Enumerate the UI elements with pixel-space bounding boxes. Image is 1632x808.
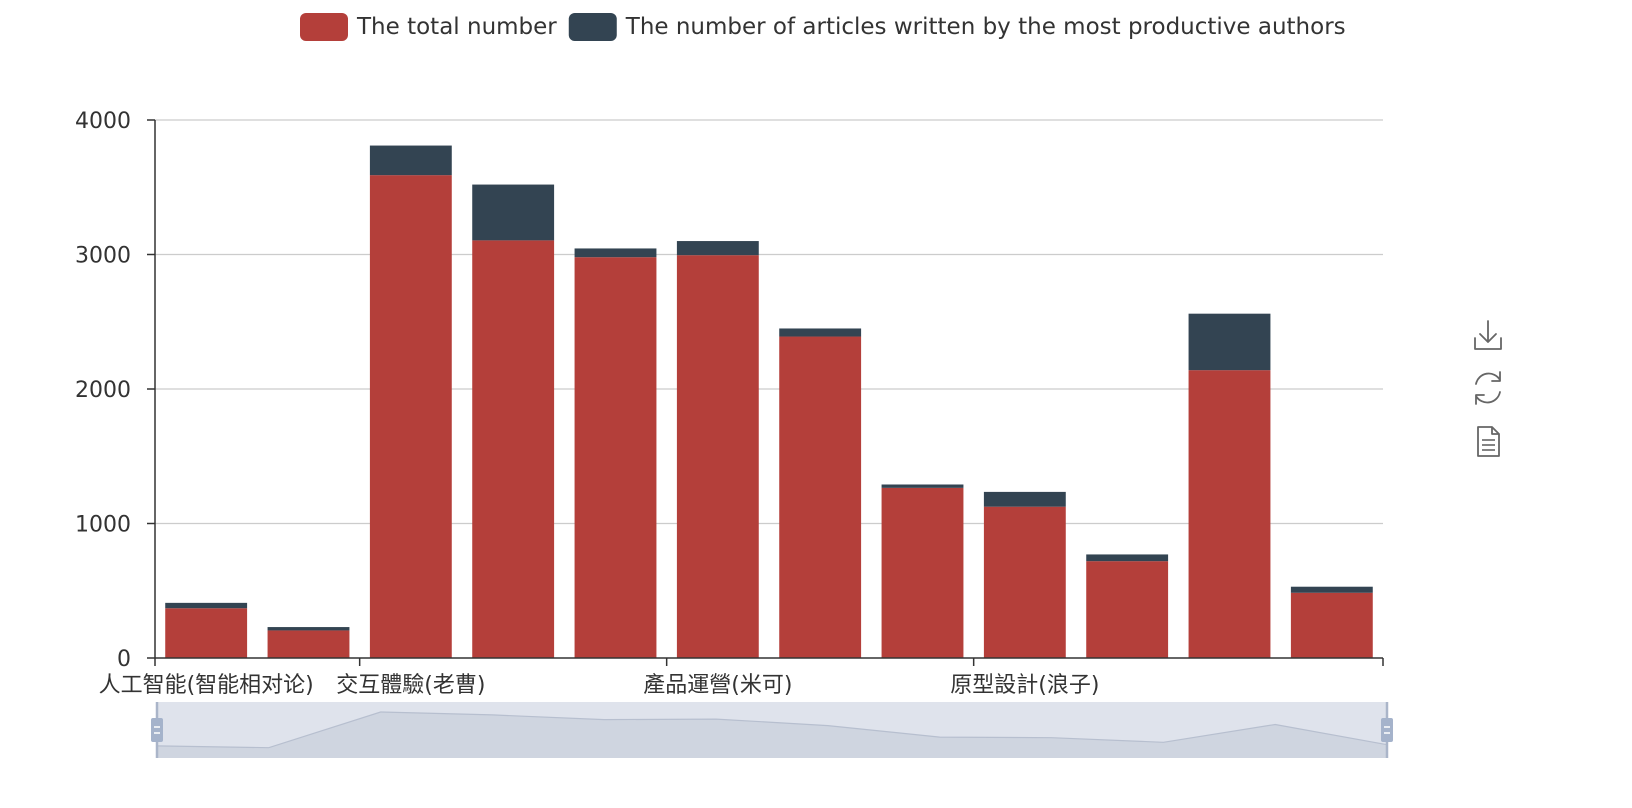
- y-tick-label: 2000: [75, 378, 131, 403]
- bar-total[interactable]: [1188, 370, 1271, 658]
- handle-grip: [151, 718, 163, 742]
- legend-swatch: [568, 13, 617, 41]
- bar-productive-authors[interactable]: [267, 627, 350, 631]
- bar-productive-authors[interactable]: [369, 145, 452, 176]
- handle-grip: [1381, 718, 1393, 742]
- bar-total[interactable]: [472, 240, 555, 658]
- data-zoom-preview-area: [157, 712, 1387, 758]
- x-tick-label: 交互體驗(老曹): [336, 673, 485, 698]
- bar-productive-authors[interactable]: [1290, 586, 1373, 593]
- data-zoom-handle-left[interactable]: [151, 718, 163, 742]
- bar-productive-authors[interactable]: [676, 241, 759, 256]
- x-tick-label: 原型設計(浪子): [950, 673, 1099, 698]
- grid-lines: [155, 119, 1383, 525]
- legend-item-2[interactable]: The number of articles written by the mo…: [568, 13, 1346, 41]
- data-zoom-preview-line: [156, 711, 1388, 749]
- bar-productive-authors[interactable]: [983, 491, 1066, 507]
- bar-total[interactable]: [1086, 561, 1169, 658]
- x-tick-label: 產品運營(米可): [643, 673, 792, 698]
- bar-total[interactable]: [267, 630, 350, 658]
- y-tick-label: 1000: [75, 513, 131, 538]
- bar-productive-authors[interactable]: [1086, 554, 1169, 562]
- bars: [165, 145, 1373, 659]
- bar-total[interactable]: [881, 487, 964, 658]
- legend-swatch: [300, 13, 348, 41]
- toolbox: [1472, 318, 1504, 458]
- legend-label: The number of articles written by the mo…: [625, 14, 1346, 40]
- y-tick-label: 4000: [75, 109, 131, 134]
- legend: The total number The number of articles w…: [300, 13, 1346, 41]
- data-zoom-handle-right[interactable]: [1381, 718, 1393, 742]
- bar-total[interactable]: [779, 336, 862, 658]
- y-axis: 0 1000 2000 3000 4000: [75, 109, 156, 672]
- bar-productive-authors[interactable]: [779, 328, 862, 337]
- data-view-icon[interactable]: [1472, 424, 1504, 458]
- bar-total[interactable]: [574, 257, 657, 658]
- data-zoom-slider[interactable]: [151, 702, 1393, 758]
- legend-item-1[interactable]: The total number: [300, 13, 557, 41]
- bar-productive-authors[interactable]: [165, 602, 248, 609]
- bar-total[interactable]: [165, 608, 248, 658]
- bar-total[interactable]: [1290, 592, 1373, 658]
- x-axis: 人工智能(智能相对论) 交互體驗(老曹) 產品運營(米可) 原型設計(浪子): [99, 657, 1384, 698]
- legend-label: The total number: [356, 14, 557, 40]
- bar-productive-authors[interactable]: [1188, 313, 1271, 371]
- bar-productive-authors[interactable]: [574, 248, 657, 258]
- bar-productive-authors[interactable]: [881, 484, 964, 488]
- y-tick-label: 3000: [75, 244, 131, 269]
- bar-total[interactable]: [983, 506, 1066, 658]
- bar-productive-authors[interactable]: [472, 184, 555, 241]
- x-tick-label: 人工智能(智能相对论): [99, 673, 314, 698]
- y-tick-label: 0: [117, 647, 131, 672]
- bar-total[interactable]: [676, 255, 759, 659]
- bar-total[interactable]: [369, 175, 452, 658]
- restore-icon[interactable]: [1472, 371, 1504, 405]
- save-image-icon[interactable]: [1472, 318, 1504, 352]
